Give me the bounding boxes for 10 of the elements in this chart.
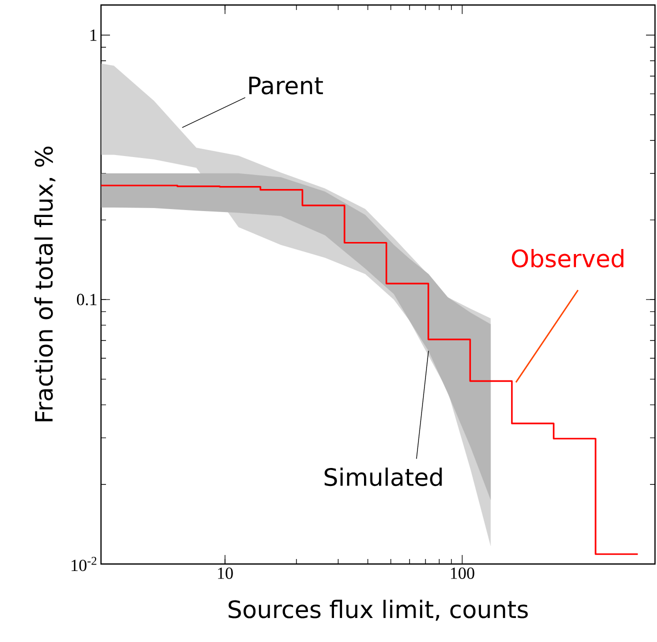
y-tick-label: 0.1 bbox=[76, 294, 96, 306]
y-axis-title: Fraction of total flux, % bbox=[34, 146, 56, 422]
annotation: Simulated bbox=[324, 468, 442, 486]
x-axis-title: Sources flux limit, counts bbox=[228, 600, 528, 621]
y-tick-label: 10$^{-2}$ bbox=[72, 556, 96, 572]
x-tick-label: 10 bbox=[218, 568, 233, 579]
y-tick-label: 1 bbox=[90, 30, 96, 41]
text: Observed bbox=[512, 248, 624, 268]
annotation: Parent bbox=[249, 76, 323, 94]
x-tick-label: 100 bbox=[450, 568, 474, 579]
